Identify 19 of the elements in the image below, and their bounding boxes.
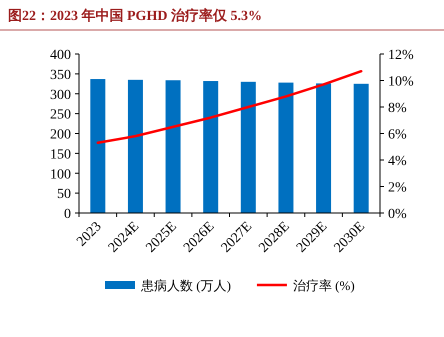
y-tick-label: 50 xyxy=(57,187,71,202)
y-tick-label: 0 xyxy=(64,207,71,222)
y2-tick-label: 0% xyxy=(388,207,407,222)
y-tick-label: 300 xyxy=(50,88,71,103)
chart-title: 图22：2023 年中国 PGHD 治疗率仅 5.3% xyxy=(8,7,262,24)
y-tick-label: 250 xyxy=(50,108,71,123)
legend-label: 治疗率 (%) xyxy=(292,278,355,293)
y-tick-label: 400 xyxy=(50,48,71,63)
y-tick-label: 150 xyxy=(50,147,71,162)
y2-tick-label: 2% xyxy=(388,180,407,196)
y-tick-label: 100 xyxy=(50,167,71,182)
y2-tick-label: 6% xyxy=(388,128,407,142)
y-tick-label: 350 xyxy=(50,68,71,83)
y2-tick-label: 10% xyxy=(388,74,414,90)
y-tick-label: 200 xyxy=(50,128,71,142)
legend-label: 患病人数 (万人) xyxy=(140,278,231,293)
y2-tick-label: 4% xyxy=(388,154,407,169)
y2-tick-label: 12% xyxy=(388,48,414,63)
y2-tick-label: 8% xyxy=(388,101,407,116)
